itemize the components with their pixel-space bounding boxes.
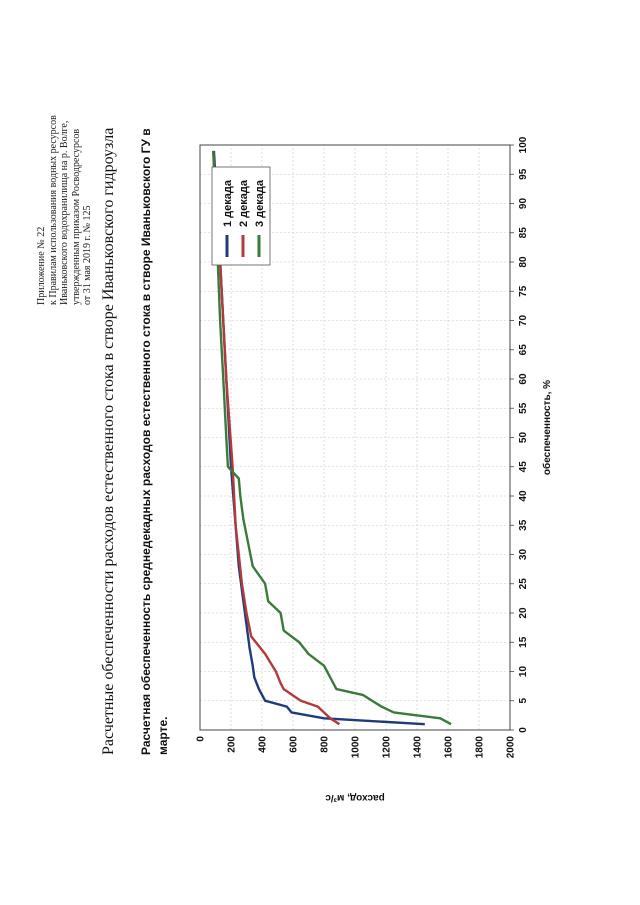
y-tick-label: 1600 bbox=[444, 736, 455, 759]
legend-label: 1 декада bbox=[222, 179, 234, 227]
x-tick-label: 30 bbox=[518, 549, 529, 561]
x-tick-label: 20 bbox=[518, 607, 529, 619]
x-tick-label: 50 bbox=[518, 432, 529, 444]
y-tick-label: 200 bbox=[227, 736, 238, 753]
x-tick-label: 85 bbox=[518, 227, 529, 239]
x-tick-label: 70 bbox=[518, 315, 529, 327]
series-line bbox=[212, 150, 452, 726]
x-tick-label: 25 bbox=[518, 578, 529, 590]
x-tick-label: 80 bbox=[518, 256, 529, 268]
y-tick-label: 2000 bbox=[506, 736, 517, 759]
x-tick-label: 5 bbox=[518, 698, 529, 704]
y-axis-label: расход, м³/с bbox=[325, 792, 385, 803]
legend-label: 3 декада bbox=[254, 179, 266, 227]
x-tick-label: 0 bbox=[518, 727, 529, 733]
y-tick-label: 1200 bbox=[382, 736, 393, 759]
x-tick-label: 35 bbox=[518, 519, 529, 531]
x-axis-label: обеспеченность, % bbox=[541, 380, 553, 475]
x-tick-label: 45 bbox=[518, 461, 529, 473]
x-tick-label: 60 bbox=[518, 373, 529, 385]
y-tick-label: 1400 bbox=[413, 736, 424, 759]
x-tick-label: 90 bbox=[518, 198, 529, 210]
x-tick-label: 10 bbox=[518, 666, 529, 678]
x-tick-label: 75 bbox=[518, 285, 529, 297]
y-tick-label: 0 bbox=[196, 736, 207, 742]
x-tick-label: 65 bbox=[518, 344, 529, 356]
x-tick-label: 55 bbox=[518, 402, 529, 414]
x-tick-label: 100 bbox=[518, 136, 529, 153]
y-tick-label: 600 bbox=[289, 736, 300, 753]
x-tick-label: 95 bbox=[518, 168, 529, 180]
y-tick-label: 400 bbox=[258, 736, 269, 753]
series-line bbox=[212, 150, 341, 726]
x-tick-label: 40 bbox=[518, 490, 529, 502]
y-tick-label: 800 bbox=[320, 736, 331, 753]
y-tick-label: 1800 bbox=[475, 736, 486, 759]
x-tick-label: 15 bbox=[518, 636, 529, 648]
y-tick-label: 1000 bbox=[351, 736, 362, 759]
legend-label: 2 декада bbox=[238, 179, 250, 227]
